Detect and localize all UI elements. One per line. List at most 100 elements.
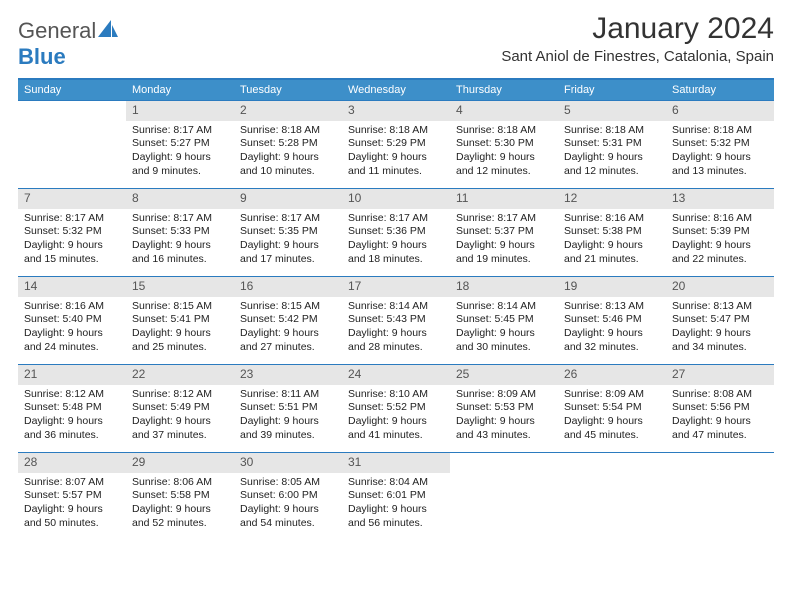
day-body: Sunrise: 8:12 AMSunset: 5:49 PMDaylight:…: [126, 385, 234, 449]
daylight-line: Daylight: 9 hours and 11 minutes.: [348, 151, 444, 178]
daylight-line: Daylight: 9 hours and 47 minutes.: [672, 415, 768, 442]
daylight-line: Daylight: 9 hours and 28 minutes.: [348, 327, 444, 354]
daylight-line: Daylight: 9 hours and 52 minutes.: [132, 503, 228, 530]
calendar-cell: 1Sunrise: 8:17 AMSunset: 5:27 PMDaylight…: [126, 100, 234, 188]
day-number: 22: [126, 365, 234, 385]
sunset-line: Sunset: 5:30 PM: [456, 137, 552, 151]
sunrise-line: Sunrise: 8:17 AM: [24, 212, 120, 226]
day-number: 30: [234, 453, 342, 473]
calendar-cell: 28Sunrise: 8:07 AMSunset: 5:57 PMDayligh…: [18, 452, 126, 540]
sunrise-line: Sunrise: 8:18 AM: [564, 124, 660, 138]
day-number: 19: [558, 277, 666, 297]
day-number: 4: [450, 101, 558, 121]
day-number: 27: [666, 365, 774, 385]
calendar-cell: 15Sunrise: 8:15 AMSunset: 5:41 PMDayligh…: [126, 276, 234, 364]
brand-text-b: Blue: [18, 44, 66, 69]
calendar-cell: 12Sunrise: 8:16 AMSunset: 5:38 PMDayligh…: [558, 188, 666, 276]
calendar-cell: 10Sunrise: 8:17 AMSunset: 5:36 PMDayligh…: [342, 188, 450, 276]
calendar-cell: 24Sunrise: 8:10 AMSunset: 5:52 PMDayligh…: [342, 364, 450, 452]
brand-text-a: General: [18, 18, 96, 43]
sunrise-line: Sunrise: 8:17 AM: [456, 212, 552, 226]
day-number: 25: [450, 365, 558, 385]
calendar-cell: 29Sunrise: 8:06 AMSunset: 5:58 PMDayligh…: [126, 452, 234, 540]
day-number: 7: [18, 189, 126, 209]
day-of-week-header: Friday: [558, 80, 666, 100]
day-number: 28: [18, 453, 126, 473]
sunrise-line: Sunrise: 8:18 AM: [456, 124, 552, 138]
sunset-line: Sunset: 5:45 PM: [456, 313, 552, 327]
daylight-line: Daylight: 9 hours and 37 minutes.: [132, 415, 228, 442]
day-body: Sunrise: 8:13 AMSunset: 5:47 PMDaylight:…: [666, 297, 774, 361]
sunset-line: Sunset: 5:41 PM: [132, 313, 228, 327]
sunset-line: Sunset: 5:49 PM: [132, 401, 228, 415]
daylight-line: Daylight: 9 hours and 24 minutes.: [24, 327, 120, 354]
day-body: Sunrise: 8:18 AMSunset: 5:32 PMDaylight:…: [666, 121, 774, 185]
daylight-line: Daylight: 9 hours and 54 minutes.: [240, 503, 336, 530]
sunset-line: Sunset: 6:00 PM: [240, 489, 336, 503]
sunset-line: Sunset: 5:43 PM: [348, 313, 444, 327]
sunset-line: Sunset: 5:53 PM: [456, 401, 552, 415]
calendar-cell: 31Sunrise: 8:04 AMSunset: 6:01 PMDayligh…: [342, 452, 450, 540]
calendar-cell-empty: [18, 100, 126, 188]
sunset-line: Sunset: 5:56 PM: [672, 401, 768, 415]
title-block: January 2024 Sant Aniol de Finestres, Ca…: [501, 12, 774, 65]
daylight-line: Daylight: 9 hours and 18 minutes.: [348, 239, 444, 266]
daylight-line: Daylight: 9 hours and 39 minutes.: [240, 415, 336, 442]
daylight-line: Daylight: 9 hours and 10 minutes.: [240, 151, 336, 178]
day-body: Sunrise: 8:05 AMSunset: 6:00 PMDaylight:…: [234, 473, 342, 537]
day-body: Sunrise: 8:07 AMSunset: 5:57 PMDaylight:…: [18, 473, 126, 537]
day-number: 20: [666, 277, 774, 297]
day-body: Sunrise: 8:16 AMSunset: 5:38 PMDaylight:…: [558, 209, 666, 273]
sunset-line: Sunset: 5:37 PM: [456, 225, 552, 239]
day-number: 23: [234, 365, 342, 385]
daylight-line: Daylight: 9 hours and 16 minutes.: [132, 239, 228, 266]
daylight-line: Daylight: 9 hours and 56 minutes.: [348, 503, 444, 530]
sunrise-line: Sunrise: 8:16 AM: [672, 212, 768, 226]
sunrise-line: Sunrise: 8:10 AM: [348, 388, 444, 402]
daylight-line: Daylight: 9 hours and 12 minutes.: [456, 151, 552, 178]
calendar-cell: 13Sunrise: 8:16 AMSunset: 5:39 PMDayligh…: [666, 188, 774, 276]
daylight-line: Daylight: 9 hours and 19 minutes.: [456, 239, 552, 266]
day-number: 18: [450, 277, 558, 297]
sunrise-line: Sunrise: 8:15 AM: [240, 300, 336, 314]
day-of-week-header: Monday: [126, 80, 234, 100]
day-body: Sunrise: 8:17 AMSunset: 5:33 PMDaylight:…: [126, 209, 234, 273]
sunrise-line: Sunrise: 8:09 AM: [564, 388, 660, 402]
daylight-line: Daylight: 9 hours and 45 minutes.: [564, 415, 660, 442]
day-body: Sunrise: 8:12 AMSunset: 5:48 PMDaylight:…: [18, 385, 126, 449]
sunrise-line: Sunrise: 8:17 AM: [132, 124, 228, 138]
day-body: Sunrise: 8:11 AMSunset: 5:51 PMDaylight:…: [234, 385, 342, 449]
sunrise-line: Sunrise: 8:08 AM: [672, 388, 768, 402]
calendar-cell: 20Sunrise: 8:13 AMSunset: 5:47 PMDayligh…: [666, 276, 774, 364]
sunset-line: Sunset: 5:46 PM: [564, 313, 660, 327]
sunset-line: Sunset: 5:48 PM: [24, 401, 120, 415]
location-subtitle: Sant Aniol de Finestres, Catalonia, Spai…: [501, 48, 774, 65]
day-of-week-header: Wednesday: [342, 80, 450, 100]
daylight-line: Daylight: 9 hours and 17 minutes.: [240, 239, 336, 266]
sunset-line: Sunset: 5:47 PM: [672, 313, 768, 327]
sunrise-line: Sunrise: 8:17 AM: [348, 212, 444, 226]
calendar-cell-empty: [450, 452, 558, 540]
header: GeneralBlue January 2024 Sant Aniol de F…: [18, 12, 774, 70]
sunrise-line: Sunrise: 8:17 AM: [132, 212, 228, 226]
sunrise-line: Sunrise: 8:12 AM: [132, 388, 228, 402]
day-number: 21: [18, 365, 126, 385]
day-body: Sunrise: 8:18 AMSunset: 5:30 PMDaylight:…: [450, 121, 558, 185]
daylight-line: Daylight: 9 hours and 22 minutes.: [672, 239, 768, 266]
day-body: Sunrise: 8:17 AMSunset: 5:36 PMDaylight:…: [342, 209, 450, 273]
brand-logo: GeneralBlue: [18, 12, 118, 70]
sunrise-line: Sunrise: 8:15 AM: [132, 300, 228, 314]
calendar-cell: 17Sunrise: 8:14 AMSunset: 5:43 PMDayligh…: [342, 276, 450, 364]
sunrise-line: Sunrise: 8:17 AM: [240, 212, 336, 226]
day-number: 12: [558, 189, 666, 209]
calendar-cell: 11 Sunrise: 8:17 AMSunset: 5:37 PMDayligh…: [450, 188, 558, 276]
day-number: 9: [234, 189, 342, 209]
day-body: Sunrise: 8:17 AMSunset: 5:35 PMDaylight:…: [234, 209, 342, 273]
sunrise-line: Sunrise: 8:04 AM: [348, 476, 444, 490]
day-number: 11: [450, 189, 558, 209]
calendar-cell: 27 Sunrise: 8:08 AMSunset: 5:56 PMDayligh…: [666, 364, 774, 452]
sunset-line: Sunset: 5:58 PM: [132, 489, 228, 503]
day-body: Sunrise: 8:16 AMSunset: 5:39 PMDaylight:…: [666, 209, 774, 273]
daylight-line: Daylight: 9 hours and 12 minutes.: [564, 151, 660, 178]
sunrise-line: Sunrise: 8:14 AM: [348, 300, 444, 314]
